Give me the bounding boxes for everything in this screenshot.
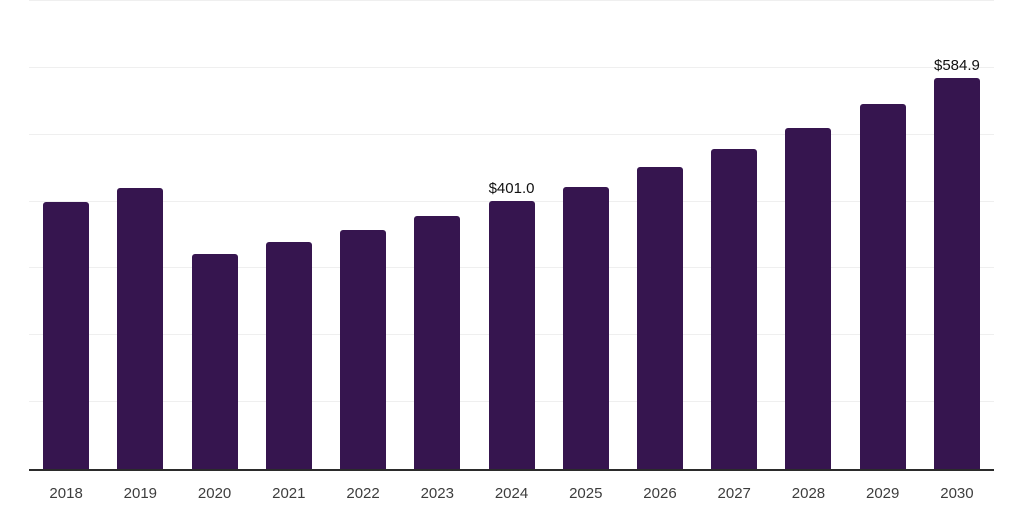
bar-2025 bbox=[562, 186, 609, 469]
bar-2019 bbox=[117, 187, 164, 469]
bar-2024: $401.0 bbox=[488, 180, 535, 469]
bar-2030: $584.9 bbox=[933, 57, 980, 469]
bar-cell-2029 bbox=[846, 1, 920, 469]
x-axis-labels: 2018 2019 2020 2021 2022 2023 2024 2025 2026 2027… bbox=[29, 485, 994, 502]
bar-2022 bbox=[340, 230, 387, 469]
x-tick-label-2026: 2026 bbox=[643, 485, 677, 502]
bar-cell-2023 bbox=[400, 1, 474, 469]
data-label-2024: $401.0 bbox=[488, 179, 535, 197]
bar-cell-2026 bbox=[623, 1, 697, 469]
bar-2028 bbox=[785, 128, 832, 469]
bar-cell-2019 bbox=[103, 1, 177, 469]
bar-2018 bbox=[43, 201, 90, 469]
bars-container: $401.0 $584.9 bbox=[29, 1, 994, 469]
gridline-700 bbox=[29, 0, 994, 1]
bar-2021 bbox=[265, 242, 312, 469]
x-tick-label-2020: 2020 bbox=[197, 485, 232, 502]
data-label-2030: $584.9 bbox=[933, 56, 980, 74]
bar-cell-2025 bbox=[549, 1, 623, 469]
x-tick-label-2030: 2030 bbox=[940, 485, 974, 502]
bar-2029 bbox=[859, 103, 906, 469]
x-tick-label-2025: 2025 bbox=[569, 485, 603, 502]
bar-cell-2027 bbox=[697, 1, 771, 469]
bar-2027 bbox=[711, 149, 758, 469]
bar-cell-2024: $401.0 bbox=[474, 1, 548, 469]
x-tick-label-2018: 2018 bbox=[49, 485, 83, 502]
bar-2020 bbox=[191, 254, 238, 469]
x-axis-line bbox=[29, 469, 994, 471]
bar-cell-2022 bbox=[326, 1, 400, 469]
gridline-600 bbox=[29, 66, 994, 68]
bar-2026 bbox=[636, 167, 683, 469]
gridline-500 bbox=[29, 133, 994, 135]
x-tick-label-2027: 2027 bbox=[717, 485, 751, 502]
x-tick-label-2023: 2023 bbox=[420, 485, 454, 502]
x-tick-label-2029: 2029 bbox=[866, 485, 900, 502]
x-tick-label-2019: 2019 bbox=[123, 485, 158, 502]
x-tick-label-2021: 2021 bbox=[272, 485, 306, 502]
bar-2023 bbox=[414, 216, 461, 469]
bar-cell-2020 bbox=[177, 1, 251, 469]
x-tick-label-2022: 2022 bbox=[346, 485, 380, 502]
x-tick-label-2028: 2028 bbox=[791, 485, 826, 502]
bar-cell-2030: $584.9 bbox=[920, 1, 994, 469]
x-tick-label-2024: 2024 bbox=[494, 485, 529, 502]
bar-cell-2021 bbox=[252, 1, 326, 469]
bar-cell-2018 bbox=[29, 1, 103, 469]
bar-cell-2028 bbox=[771, 1, 845, 469]
